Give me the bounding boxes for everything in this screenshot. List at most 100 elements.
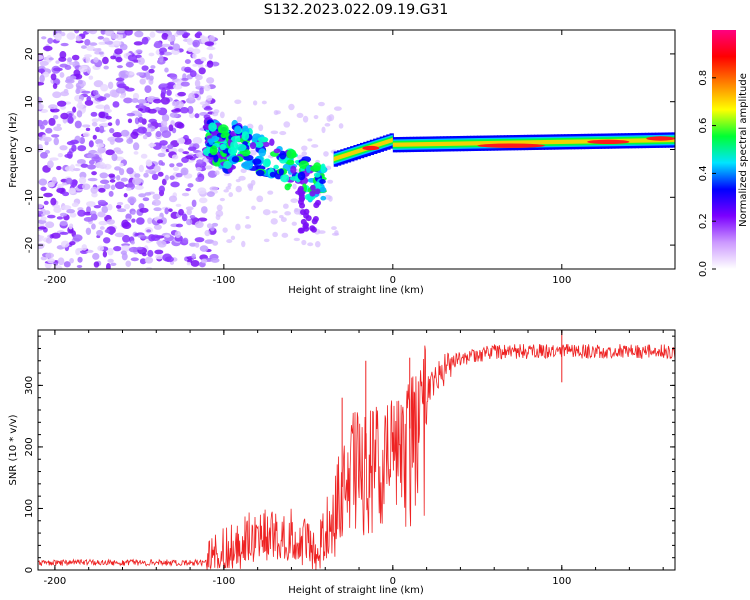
noise-blob [187,47,195,53]
noise-blob [100,30,106,35]
noise-blob [131,218,136,223]
transition-blob [230,140,239,151]
noise-blob [147,123,152,128]
snr-series-line [38,344,675,570]
noise-blob [137,126,148,134]
transition-blob [258,148,267,157]
noise-blob [94,126,101,133]
transition-blob [297,187,304,194]
transition-blob [249,142,257,150]
transition-blob [208,122,217,132]
noise-blob [66,208,76,214]
transition-blob [297,199,304,206]
noise-blob [178,148,184,153]
noise-blob [38,243,45,250]
noise-blob [106,219,115,225]
noise-blob [168,124,174,132]
noise-blob [195,176,203,182]
noise-blob [101,205,109,214]
noise-blob [294,207,299,213]
transition-blob [241,131,250,141]
band-core [362,145,380,151]
noise-blob [130,257,139,262]
noise-blob [38,178,48,186]
noise-blob [97,35,104,40]
noise-blob [148,75,154,81]
noise-blob [64,64,72,71]
noise-blob [67,116,74,124]
noise-blob [206,223,213,229]
transition-blob [286,159,295,166]
noise-blob [261,100,267,105]
noise-blob [112,40,122,46]
transition-blob [262,158,271,168]
noise-blob [112,101,120,108]
noise-blob [96,96,107,101]
noise-blob [102,56,109,65]
transition-blob [273,164,280,170]
noise-blob [96,143,105,148]
noise-blob [134,233,139,237]
noise-blob [47,160,54,169]
noise-blob [197,187,207,195]
noise-blob [51,176,57,185]
noise-blob [40,256,48,261]
noise-blob [155,254,164,260]
noise-blob [38,119,44,127]
noise-blob [100,122,110,127]
transition-blob [311,218,318,225]
noise-blob [131,210,136,215]
noise-blob [151,173,159,181]
noise-blob [145,71,150,80]
noise-blob [157,152,166,158]
noise-blob [48,57,54,61]
noise-blob [43,45,53,52]
noise-blob [47,37,54,44]
noise-blob [38,54,44,60]
noise-blob [185,206,194,211]
noise-blob [170,181,180,188]
noise-blob [96,229,104,237]
noise-blob [104,30,115,37]
noise-blob [62,191,70,197]
noise-blob [43,192,53,198]
noise-blob [67,57,73,63]
noise-blob [103,93,111,98]
noise-blob [71,202,79,208]
noise-blob [148,143,157,147]
noise-blob [39,60,49,66]
noise-blob [194,242,200,248]
band-core [477,143,545,148]
noise-blob [109,230,114,236]
noise-blob [291,221,297,226]
transition-blob [269,138,275,146]
noise-blob [169,112,179,118]
noise-blob [54,33,62,41]
figure-title: S132.2023.022.09.19.G31 [264,2,449,18]
transition-blob [309,225,316,232]
noise-blob [176,30,185,36]
noise-blob [86,45,95,51]
transition-blob [209,145,218,156]
noise-blob [50,197,57,206]
noise-blob [138,203,145,210]
noise-blob [263,238,270,243]
noise-blob [140,153,148,159]
noise-blob [64,165,74,172]
noise-blob [115,77,125,82]
noise-blob [204,229,211,237]
noise-blob [238,175,246,181]
noise-blob [313,115,319,120]
noise-blob [43,136,52,142]
colorbar-ticks: 0.0 0.2 0.4 0.6 0.8 [698,70,716,277]
noise-blob [302,115,309,123]
noise-blob [235,223,241,231]
noise-blob [104,229,110,234]
noise-blob [186,37,193,46]
noise-blob [282,203,289,209]
noise-blob [222,227,228,233]
noise-blob [125,87,135,92]
noise-blob [102,37,110,43]
transition-blob [207,138,215,144]
